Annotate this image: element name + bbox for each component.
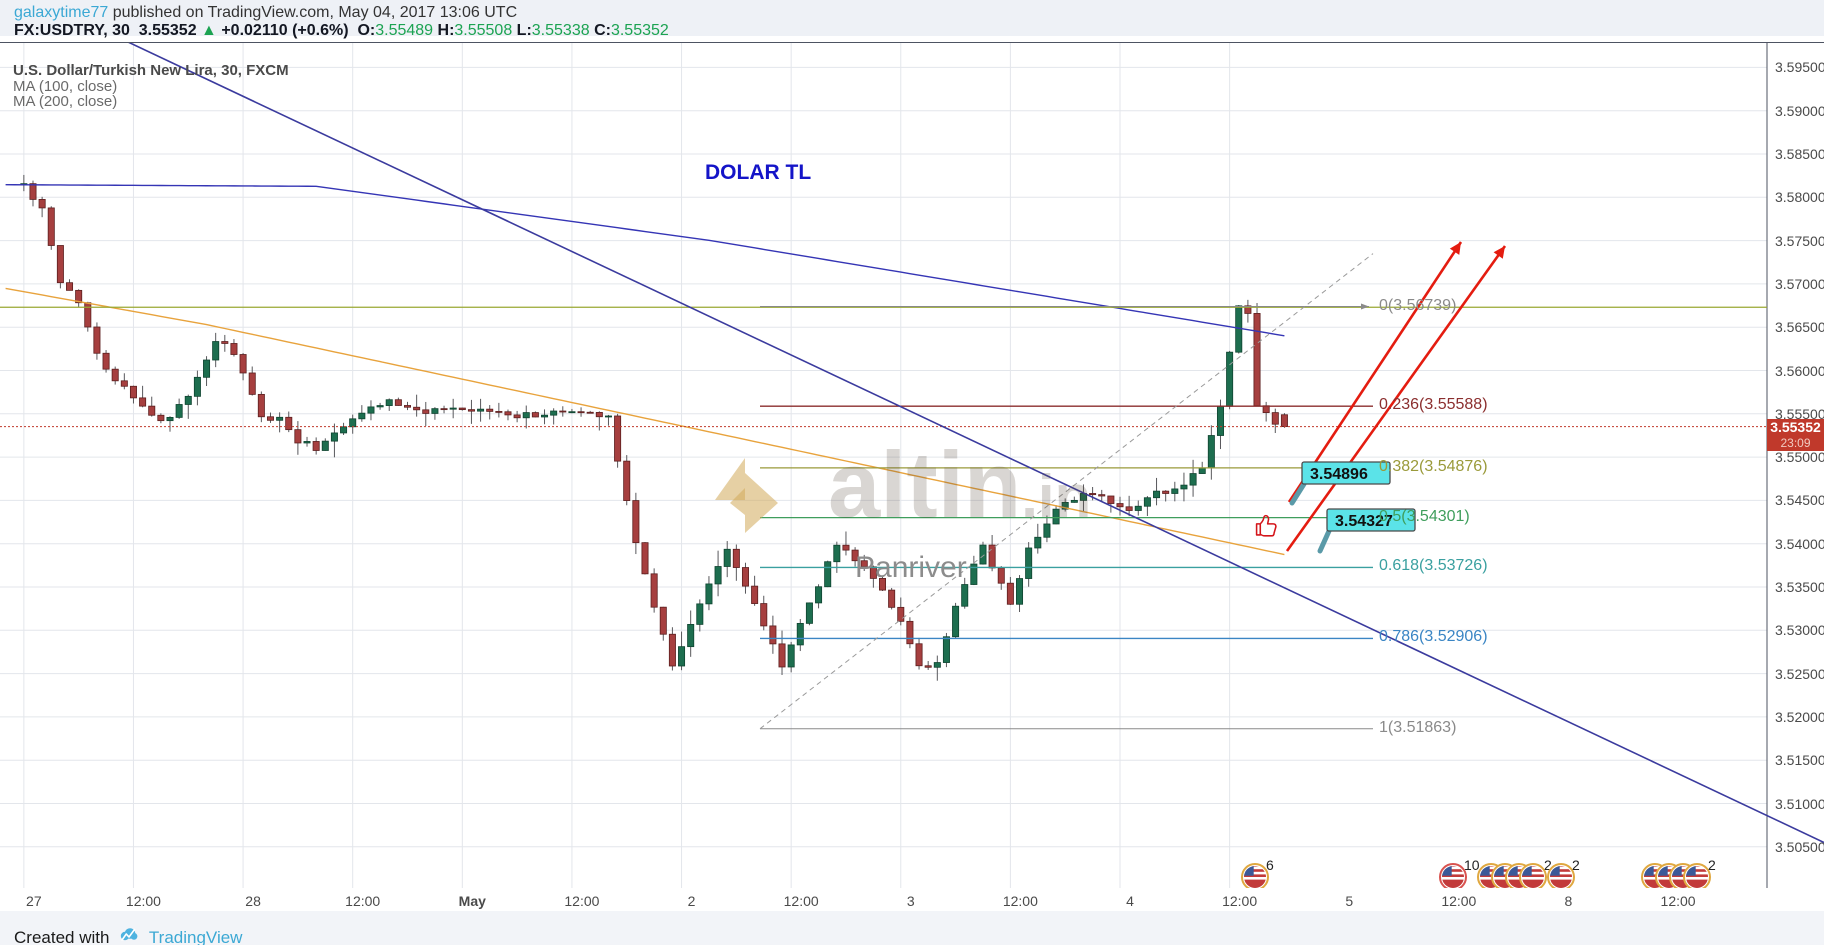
svg-text:2: 2 bbox=[1708, 857, 1716, 873]
svg-text:6: 6 bbox=[1266, 857, 1274, 873]
svg-text:2: 2 bbox=[1572, 857, 1580, 873]
svg-text:3.54896: 3.54896 bbox=[1310, 466, 1368, 483]
svg-text:10: 10 bbox=[1464, 857, 1480, 873]
